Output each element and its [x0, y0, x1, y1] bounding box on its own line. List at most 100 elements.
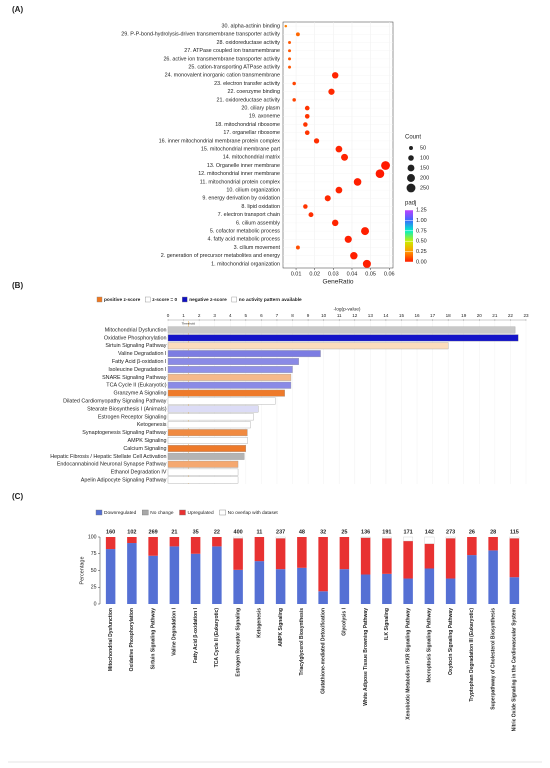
legend-label: z-score = 0 — [152, 297, 177, 303]
x-tick-label: 0.04 — [347, 271, 358, 277]
y-tick-label: 9. energy derivation by oxidation — [202, 196, 280, 202]
x-tick-label: 0 — [167, 313, 170, 318]
x-axis-label: -log(p-value) — [334, 306, 361, 312]
dot — [303, 122, 308, 127]
x-tick-label: 4 — [229, 313, 232, 318]
x-tick-label: 21 — [492, 313, 498, 318]
y-tick-label: 15. mitochondrial membrane part — [201, 147, 281, 153]
legend-label: 0.75 — [416, 228, 427, 234]
bar — [167, 381, 292, 389]
total-label: 273 — [446, 529, 455, 535]
y-tick-label: 12. mitochondrial inner membrane — [198, 171, 280, 177]
bar-segment — [360, 574, 371, 604]
bar — [167, 476, 239, 484]
x-tick-label: 17 — [430, 313, 436, 318]
x-tick-label: 14 — [383, 313, 389, 318]
legend-label: no activity pattern available — [239, 297, 302, 303]
dot — [375, 169, 385, 179]
y-tick-label: 21. oxidoreductase activity — [216, 97, 280, 103]
y-tick-label: 28. oxidoreductase activity — [216, 40, 280, 46]
dot — [350, 251, 358, 260]
legend-label: 50 — [420, 145, 426, 151]
bar-segment — [467, 555, 477, 604]
legend-label: 250 — [420, 185, 429, 191]
x-tick-label: 0.01 — [291, 271, 302, 277]
bar-segment — [509, 536, 520, 539]
x-tick-label: 0.05 — [365, 271, 376, 277]
dot — [304, 105, 310, 111]
bar — [167, 460, 239, 468]
bar — [167, 437, 248, 444]
bar — [167, 366, 293, 373]
legend-size-dot — [407, 164, 415, 172]
legend-label: No overlap with dataset — [228, 510, 279, 516]
dot — [381, 161, 390, 170]
x-tick-label: Fatty Acid β-oxidation I — [193, 607, 199, 663]
bar-segment — [254, 561, 265, 604]
x-tick-label: Valine Degradation I — [172, 607, 178, 655]
dot — [288, 65, 292, 69]
dot — [292, 98, 296, 102]
bar-segment — [105, 549, 116, 604]
y-tick-label: 24. monovalent inorganic cation transmem… — [165, 73, 280, 79]
y-tick-label: Granzyme A Signaling — [113, 391, 166, 397]
bar-segment — [445, 536, 456, 539]
bar-segment — [403, 578, 413, 604]
dot — [331, 72, 339, 79]
x-tick-label: 0.03 — [328, 271, 339, 277]
y-tick-label: 18. mitochondrial ribosome — [215, 122, 280, 128]
x-tick-label: 6 — [260, 313, 263, 318]
x-tick-label: 10 — [321, 313, 327, 318]
y-tick-label: 13. Organelle inner membrane — [207, 163, 280, 169]
dot — [288, 57, 292, 61]
y-tick-label: 100 — [88, 534, 97, 540]
legend-label: 150 — [420, 165, 429, 171]
bar-segment — [445, 538, 456, 579]
y-tick-label: Synaptogenesis Signaling Pathway — [82, 430, 167, 436]
y-tick-label: 20. ciliary plasm — [241, 106, 280, 112]
y-tick-label: 16. inner mitochondrial membrane protein… — [159, 138, 281, 144]
x-tick-label: 9 — [307, 313, 310, 318]
bar-segment — [360, 537, 371, 575]
legend-swatch — [96, 296, 103, 303]
x-tick-label: 11 — [337, 313, 342, 318]
bar-segment — [339, 537, 350, 570]
bar-segment — [339, 569, 350, 604]
legend-swatch — [231, 296, 237, 303]
bar-segment — [297, 537, 307, 568]
x-tick-label: 19 — [461, 313, 467, 318]
bar-segment — [148, 537, 158, 556]
legend-label: 0.50 — [416, 239, 427, 245]
bar-segment — [488, 550, 498, 604]
total-label: 102 — [127, 529, 136, 535]
bar — [167, 429, 248, 437]
x-tick-label: 2 — [198, 313, 201, 318]
x-tick-label: Tryptophan Degradation III (Eukaryotic) — [469, 608, 475, 702]
panel-label: (A) — [12, 5, 23, 14]
x-tick-label: Superpathway of Cholesterol Biosynthesis — [490, 608, 496, 710]
x-tick-label: 3 — [213, 313, 216, 318]
dot — [304, 113, 310, 119]
y-tick-label: Dilated Cardiomyopathy Signaling Pathway — [63, 398, 167, 404]
bar-segment — [275, 569, 286, 604]
x-tick-label: 18 — [446, 313, 452, 318]
bar-segment — [488, 537, 498, 551]
bar — [167, 389, 285, 397]
x-tick-label: Estrogen Receptor Signaling — [235, 608, 241, 677]
total-label: 25 — [341, 529, 347, 535]
x-tick-label: Necroptosis Signaling Pathway — [427, 608, 433, 683]
y-tick-label: 22. coenzyme binding — [228, 89, 280, 95]
dot — [341, 153, 349, 161]
bar — [167, 397, 276, 405]
dot — [331, 219, 339, 227]
bar-segment — [105, 537, 116, 550]
y-tick-label: 19. axoneme — [249, 114, 280, 120]
dot — [335, 145, 343, 153]
bar-segment — [275, 536, 286, 539]
x-tick-label: 0.02 — [309, 271, 320, 277]
legend-size-dot — [407, 174, 415, 182]
bar-segment — [382, 538, 392, 574]
legend-label: negative z-score — [189, 297, 227, 303]
y-tick-label: 8. lipid oxidation — [241, 204, 280, 210]
y-tick-label: Ketogenesis — [137, 422, 167, 428]
